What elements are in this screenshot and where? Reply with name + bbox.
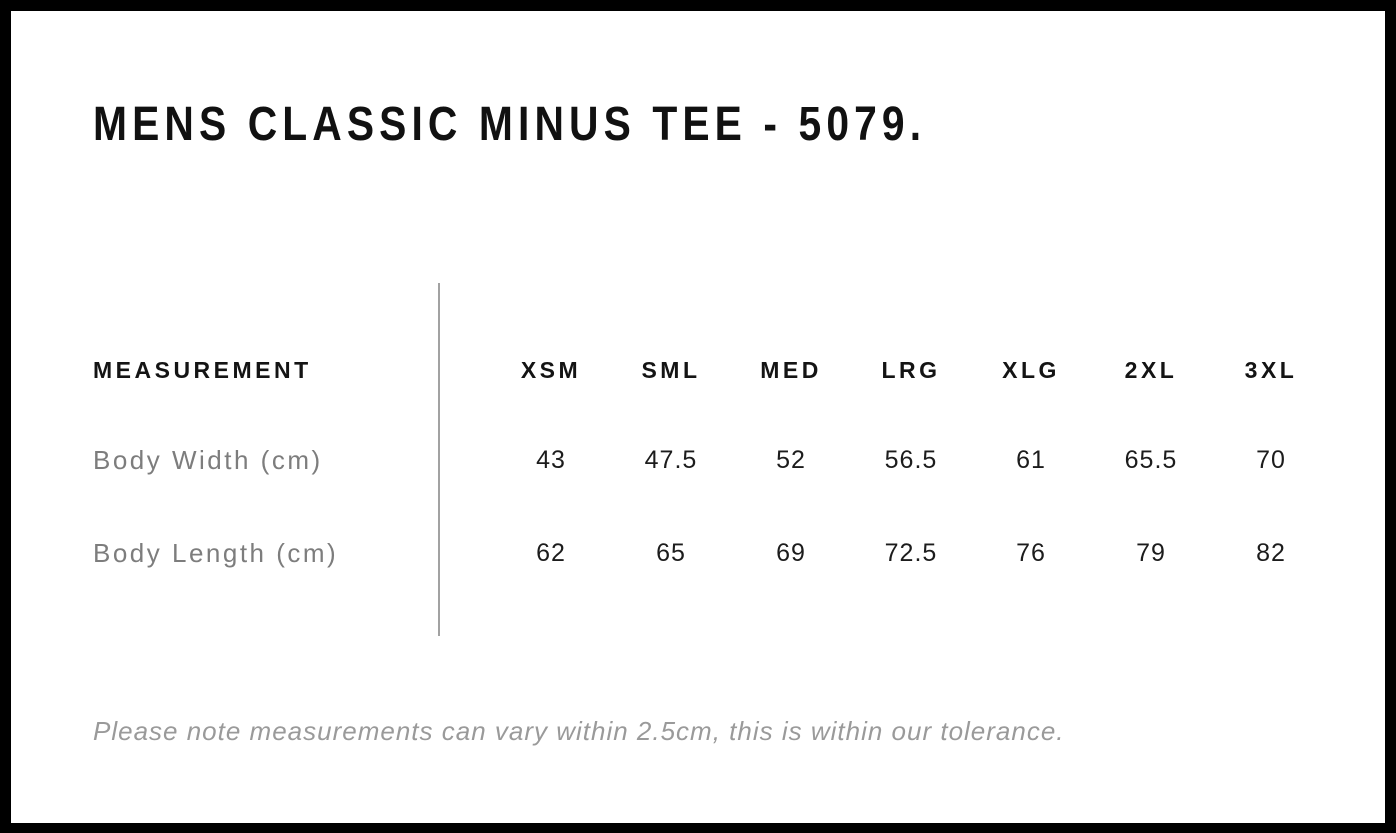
size-column-headers: XSM SML MED LRG XLG 2XL 3XL (439, 357, 1331, 384)
body-width-values: 43 47.5 52 56.5 61 65.5 70 (439, 446, 1331, 475)
tolerance-note: Please note measurements can vary within… (93, 716, 1065, 746)
body-width-xlg: 61 (1016, 445, 1046, 474)
body-width-3xl: 70 (1256, 445, 1286, 474)
body-length-xsm: 62 (536, 538, 566, 567)
table-divider-line (438, 283, 440, 636)
body-length-med: 69 (776, 538, 806, 567)
row-label-body-length: Body Length (cm) (93, 537, 339, 568)
body-width-lrg: 56.5 (884, 445, 938, 474)
body-length-3xl: 82 (1256, 538, 1286, 567)
column-header-lrg: LRG (881, 356, 941, 383)
column-header-sml: SML (641, 356, 701, 383)
body-width-xsm: 43 (536, 445, 566, 474)
table-row-body-length: Body Length (cm) 62 65 69 72.5 76 79 82 (93, 530, 1331, 576)
column-header-med: MED (760, 356, 822, 383)
column-header-xsm: XSM (520, 356, 582, 383)
body-width-sml: 47.5 (644, 445, 698, 474)
size-chart-header-row: MEASUREMENT XSM SML MED LRG XLG 2XL 3XL (93, 347, 1331, 393)
body-width-2xl: 65.5 (1124, 445, 1178, 474)
column-header-2xl: 2XL (1124, 356, 1178, 383)
row-label-body-width: Body Width (cm) (93, 444, 323, 475)
body-length-xlg: 76 (1016, 538, 1046, 567)
table-row-body-width: Body Width (cm) 43 47.5 52 56.5 61 65.5 … (93, 437, 1331, 483)
body-width-med: 52 (776, 445, 806, 474)
column-header-xlg: XLG (1002, 356, 1060, 383)
page-title: MENS CLASSIC MINUS TEE - 5079. (93, 98, 927, 151)
measurement-column-header: MEASUREMENT (93, 356, 312, 383)
body-length-lrg: 72.5 (884, 538, 938, 567)
body-length-2xl: 79 (1136, 538, 1166, 567)
body-length-values: 62 65 69 72.5 76 79 82 (439, 539, 1331, 568)
body-length-sml: 65 (656, 538, 686, 567)
column-header-3xl: 3XL (1244, 356, 1298, 383)
